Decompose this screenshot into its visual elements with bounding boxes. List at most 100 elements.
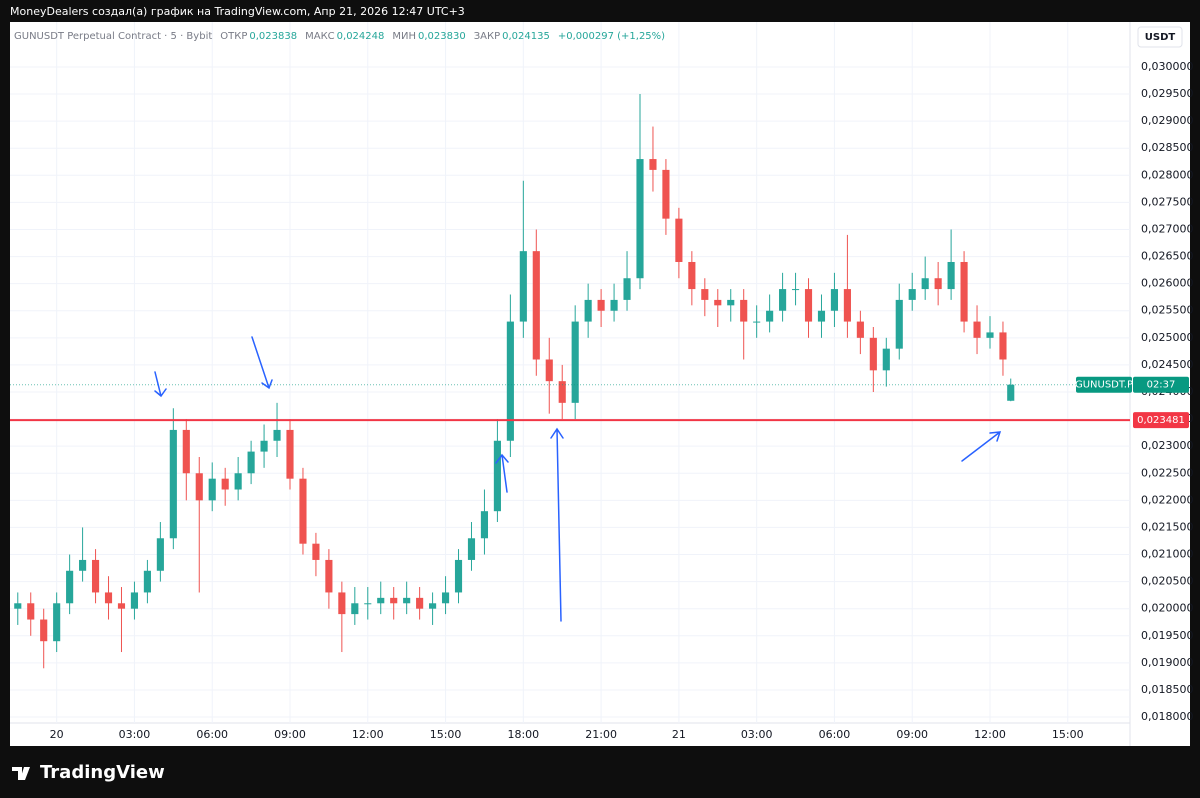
symbol-tag bbox=[1076, 376, 1132, 393]
candle-body bbox=[53, 603, 61, 642]
candle-body bbox=[454, 559, 463, 593]
y-tick-label: 0,030000 bbox=[1141, 60, 1194, 73]
candle-body bbox=[325, 559, 333, 593]
y-tick-label: 0,021000 bbox=[1141, 548, 1194, 561]
footer-logo: TradingView bbox=[12, 762, 165, 783]
candle-body bbox=[195, 473, 203, 501]
legend-text: МИН bbox=[392, 31, 416, 42]
brand: TradingView bbox=[40, 762, 165, 783]
annotations bbox=[154, 336, 1002, 622]
legend-text: 0,024135 bbox=[502, 31, 550, 42]
x-tick-label: 20 bbox=[50, 728, 64, 741]
level-tag bbox=[1133, 412, 1189, 429]
y-tick-label: 0,025000 bbox=[1141, 331, 1194, 344]
y-tick-label: 0,026000 bbox=[1141, 277, 1194, 290]
y-tick-label: 0,020500 bbox=[1141, 575, 1194, 588]
candle-body bbox=[779, 289, 787, 311]
candle-body bbox=[117, 603, 126, 609]
candle-body bbox=[830, 289, 839, 311]
candle-body bbox=[377, 597, 385, 604]
y-tick-label: 0,018500 bbox=[1141, 683, 1194, 696]
candle-body bbox=[66, 570, 74, 604]
candle-body bbox=[130, 592, 139, 609]
legend-text: +0,000297 (+1,25%) bbox=[558, 31, 665, 42]
candle-body bbox=[493, 440, 501, 512]
candle-body bbox=[571, 321, 579, 403]
x-tick-label: 03:00 bbox=[119, 728, 151, 741]
legend-text: ОТКР bbox=[220, 31, 247, 42]
candle-body bbox=[143, 570, 151, 593]
candle-body bbox=[895, 299, 903, 349]
x-tick-label: 06:00 bbox=[819, 728, 851, 741]
y-tick-label: 0,019000 bbox=[1141, 656, 1194, 669]
arrow bbox=[495, 453, 509, 493]
countdown-text: 02:37 bbox=[1147, 380, 1176, 391]
candle-body bbox=[506, 321, 514, 441]
y-tick-label: 0,020000 bbox=[1141, 602, 1194, 615]
candle-body bbox=[286, 429, 294, 479]
candle-body bbox=[260, 440, 268, 452]
candle-body bbox=[104, 592, 113, 604]
candle-body bbox=[766, 310, 774, 322]
candle-body bbox=[1007, 384, 1015, 401]
y-tick-label: 0,018000 bbox=[1141, 710, 1194, 723]
candle-body bbox=[843, 289, 851, 322]
currency[interactable]: USDT bbox=[1145, 32, 1176, 43]
y-tick-label: 0,026500 bbox=[1141, 250, 1194, 263]
candle-body bbox=[908, 289, 916, 300]
arrow bbox=[251, 336, 273, 390]
arrow bbox=[961, 431, 1002, 462]
candle-body bbox=[558, 381, 566, 403]
candle-body bbox=[390, 597, 398, 604]
symbol-tag-text: GUNUSDT.P bbox=[1075, 380, 1133, 391]
candle-body bbox=[934, 278, 942, 290]
candle-body bbox=[701, 289, 709, 300]
y-tick-label: 0,029500 bbox=[1141, 87, 1194, 100]
candle-body bbox=[999, 332, 1007, 360]
candle-body bbox=[208, 478, 216, 501]
candle-body bbox=[882, 348, 890, 371]
candle-body bbox=[403, 597, 411, 604]
candle-body bbox=[519, 251, 527, 322]
candle-body bbox=[532, 251, 540, 360]
candle-body bbox=[986, 332, 994, 338]
y-tick-label: 0,029000 bbox=[1141, 114, 1194, 127]
currency-button[interactable] bbox=[1137, 26, 1183, 48]
candle-body bbox=[636, 159, 644, 279]
candle-body bbox=[234, 473, 242, 490]
x-tick-label: 21:00 bbox=[585, 728, 617, 741]
candle-body bbox=[623, 278, 631, 300]
candle-body bbox=[27, 603, 35, 620]
candle-body bbox=[856, 321, 864, 338]
x-tick-label: 12:00 bbox=[352, 728, 384, 741]
y-tick-label: 0,027000 bbox=[1141, 222, 1194, 235]
x-tick-label: 03:00 bbox=[741, 728, 773, 741]
candle-body bbox=[312, 543, 320, 560]
legend-text: ЗАКР bbox=[474, 31, 500, 42]
chart-panel bbox=[10, 22, 1190, 746]
x-tick-label: 09:00 bbox=[896, 728, 928, 741]
plot-area bbox=[10, 22, 1130, 723]
candle-body bbox=[584, 299, 592, 322]
candle-body bbox=[947, 261, 955, 290]
candle-body bbox=[791, 289, 800, 291]
candle-body bbox=[869, 337, 877, 371]
candle-body bbox=[221, 478, 229, 490]
y-tick-label: 0,021500 bbox=[1141, 520, 1194, 533]
candle-body bbox=[714, 299, 722, 306]
x-tick-label: 12:00 bbox=[974, 728, 1006, 741]
candle-body bbox=[727, 299, 735, 306]
candle-body bbox=[753, 321, 761, 323]
y-tick-label: 0,028000 bbox=[1141, 168, 1194, 181]
candle-body bbox=[804, 289, 813, 322]
candle-body bbox=[247, 451, 255, 474]
candle-body bbox=[273, 429, 281, 441]
arrow bbox=[550, 427, 564, 622]
candle-body bbox=[817, 310, 826, 322]
candle-body bbox=[597, 299, 605, 311]
logo-mark bbox=[12, 767, 30, 780]
x-tick-label: 06:00 bbox=[196, 728, 228, 741]
candle-body bbox=[649, 159, 657, 170]
y-tick-label: 0,028500 bbox=[1141, 141, 1194, 154]
